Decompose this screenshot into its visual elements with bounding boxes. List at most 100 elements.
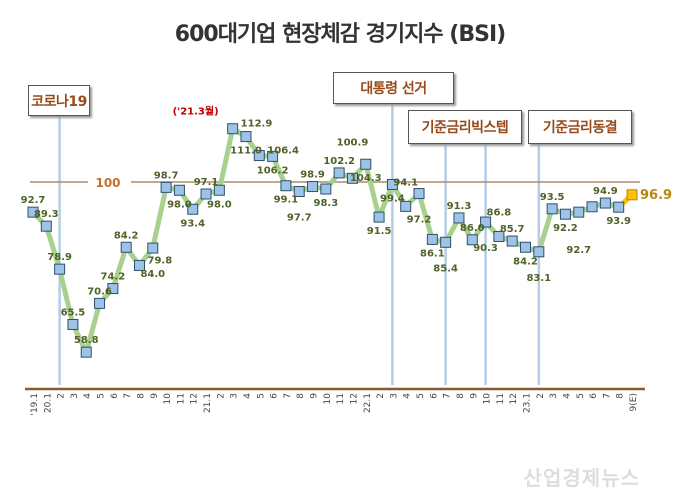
data-point: [320, 183, 332, 195]
x-tick-label: 11: [336, 393, 346, 404]
data-point: [546, 203, 558, 215]
event-label-box: 대통령 선거: [333, 72, 454, 104]
data-point: [493, 231, 505, 243]
data-point: [520, 241, 532, 253]
x-tick-label: 22.1: [363, 393, 373, 413]
data-point: [506, 235, 518, 247]
data-label: 90.3: [473, 243, 498, 254]
x-tick-label: '19.1: [30, 393, 40, 416]
x-tick-label: 6: [110, 393, 120, 399]
x-tick-label: 4: [403, 393, 413, 399]
data-point: [40, 220, 52, 232]
x-tick-label: 7: [123, 393, 133, 399]
data-point: [400, 200, 412, 212]
chart-title: 600대기업 현장체감 경기지수 (BSI): [174, 22, 506, 47]
data-point: [187, 203, 199, 215]
data-label: 85.4: [433, 263, 458, 274]
data-label: 97.7: [287, 212, 312, 223]
data-label: 96.9: [640, 188, 672, 203]
data-point: [453, 212, 465, 224]
x-tick-label: 12: [349, 393, 359, 404]
data-point: [280, 180, 292, 192]
data-point: [240, 131, 252, 143]
data-point: [94, 297, 106, 309]
peak-annotation: ('21.3월): [173, 106, 219, 118]
x-tick-label: 11: [496, 393, 506, 404]
data-point: [120, 241, 132, 253]
x-tick-label: 2: [536, 393, 546, 399]
data-label: 93.9: [606, 216, 631, 227]
data-point: [533, 246, 545, 258]
data-label: 98.0: [207, 199, 232, 210]
data-label: 65.5: [61, 307, 86, 318]
x-tick-label: 5: [576, 393, 586, 399]
data-point: [413, 188, 425, 200]
data-point: [573, 206, 585, 218]
x-tick-label: 6: [429, 393, 439, 399]
data-label: 104.3: [350, 173, 382, 184]
data-point: [227, 123, 239, 135]
data-point: [360, 158, 372, 170]
watermark: 산업경제뉴스: [523, 466, 640, 490]
x-tick-label: 8: [616, 393, 626, 399]
data-label: 99.4: [380, 193, 405, 204]
x-tick-label: 10: [483, 393, 493, 405]
x-tick-label: 9(E): [629, 393, 639, 411]
data-label: 79.8: [147, 255, 172, 266]
reference-label: 100: [95, 176, 120, 190]
x-tick-label: 12: [509, 393, 519, 404]
data-label: 70.6: [87, 286, 112, 297]
data-point: [147, 242, 159, 254]
data-label: 92.2: [553, 223, 578, 234]
data-label: 86.0: [460, 223, 485, 234]
data-label: 84.2: [114, 230, 139, 241]
data-label: 91.5: [367, 226, 392, 237]
x-tick-label: 4: [83, 393, 93, 399]
data-point: [54, 263, 66, 275]
data-point: [173, 184, 185, 196]
x-tick-label: 3: [549, 393, 559, 399]
data-point: [373, 211, 385, 223]
data-label: 98.3: [314, 198, 339, 209]
x-tick-label: 5: [256, 393, 266, 399]
data-label: 93.4: [180, 218, 205, 229]
data-point: [267, 150, 279, 162]
x-tick-label: 5: [97, 393, 107, 399]
data-point: [426, 233, 438, 245]
data-label: 97.1: [194, 177, 219, 188]
data-point: [80, 346, 92, 358]
data-point: [599, 197, 611, 209]
data-point: [107, 283, 119, 295]
x-tick-label: 20.1: [43, 393, 53, 413]
x-tick-label: 7: [283, 393, 293, 399]
data-point: [133, 259, 145, 271]
data-label: 83.1: [526, 273, 551, 284]
data-point: [466, 234, 478, 246]
x-tick-label: 2: [57, 393, 67, 399]
x-tick-label: 9: [310, 393, 320, 399]
data-point: [613, 201, 625, 213]
x-tick-label: 6: [270, 393, 280, 399]
data-label: 92.7: [21, 195, 46, 206]
data-point: [160, 181, 172, 193]
x-tick-label: 4: [562, 393, 572, 399]
x-tick-label: 7: [443, 393, 453, 399]
data-label: 111.0: [230, 146, 262, 157]
x-tick-label: 5: [416, 393, 426, 399]
data-point: [626, 189, 638, 201]
x-tick-label: 9: [469, 393, 479, 399]
data-label: 84.0: [140, 269, 165, 280]
event-label-box: 기준금리동결: [528, 110, 632, 144]
data-label: 102.2: [323, 156, 355, 167]
data-label: 89.3: [34, 209, 59, 220]
x-tick-label: 4: [243, 393, 253, 399]
event-label-box: 코로나19: [28, 85, 90, 116]
data-label: 94.9: [593, 186, 618, 197]
data-point: [307, 181, 319, 193]
data-label: 91.3: [447, 201, 472, 212]
x-tick-label: 3: [389, 393, 399, 399]
x-tick-label: 9: [150, 393, 160, 399]
data-point: [386, 178, 398, 190]
data-point: [480, 216, 492, 228]
